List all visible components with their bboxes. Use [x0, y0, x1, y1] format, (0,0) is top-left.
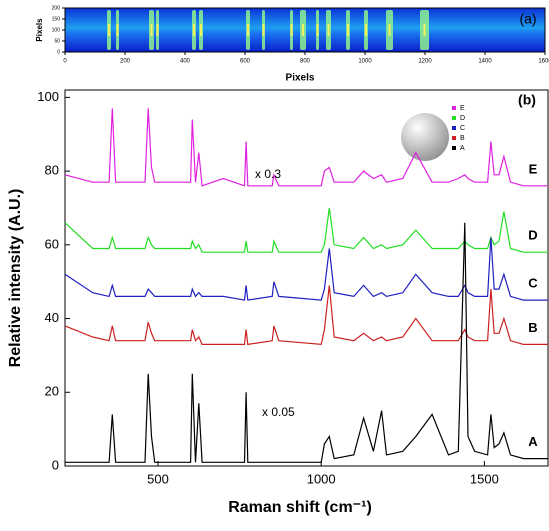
legend-label: B	[460, 135, 465, 142]
x-tick-label: 500	[147, 471, 169, 486]
legend-label: C	[460, 125, 465, 132]
x-tick-label: 800	[300, 59, 311, 65]
legend-swatch	[452, 126, 456, 130]
y-tick-label: 50	[54, 38, 60, 44]
image-band-core	[290, 24, 293, 36]
image-band-core	[423, 24, 426, 36]
legend-swatch	[452, 136, 456, 140]
x-tick-label: 1500	[470, 471, 499, 486]
legend-sphere	[401, 113, 449, 161]
x-tick-label: 600	[240, 59, 251, 65]
x-tick-label: 0	[63, 59, 67, 65]
legend-swatch	[452, 106, 456, 110]
x-tick-label: 1400	[478, 59, 492, 65]
curve-label: C	[528, 276, 538, 291]
x-tick-label: 1000	[358, 59, 372, 65]
legend-label: E	[460, 105, 465, 112]
curve-label: D	[528, 228, 537, 243]
image-band-core	[262, 24, 265, 36]
image-band-core	[156, 24, 159, 36]
y-tick-label: 20	[45, 384, 59, 399]
image-band-core	[150, 24, 153, 36]
spectral-image	[65, 8, 545, 52]
y-tick-label: 40	[45, 310, 59, 325]
y-tick-label: 0	[52, 457, 59, 472]
x-axis-label: Pixels	[286, 73, 315, 84]
image-band-core	[200, 24, 202, 36]
y-axis-label: Pixels	[35, 18, 44, 42]
y-tick-label: 0	[57, 49, 60, 55]
spectrum-line	[64, 108, 548, 187]
annotation: x 0.3	[255, 167, 281, 181]
spectrum-line	[65, 222, 548, 463]
x-tick-label: 1000	[307, 471, 336, 486]
annotation: x 0.05	[262, 405, 295, 419]
legend-label: A	[460, 145, 465, 152]
image-band-core	[302, 24, 304, 36]
image-band-core	[316, 24, 319, 36]
image-band-core	[247, 24, 249, 36]
x-tick-label: 200	[120, 59, 131, 65]
image-band-core	[327, 24, 330, 36]
y-tick-label: 100	[37, 89, 59, 104]
panel-label: (b)	[518, 92, 536, 108]
plot-frame	[64, 89, 549, 467]
x-axis-label: Raman shift (cm⁻¹)	[228, 499, 372, 516]
image-band-core	[116, 24, 119, 36]
spectrum-line	[64, 207, 548, 253]
curve-label: E	[529, 161, 538, 176]
legend-swatch	[452, 146, 456, 150]
legend-label: D	[460, 115, 465, 122]
x-tick-label: 400	[180, 59, 191, 65]
panel-label: (a)	[519, 11, 536, 27]
legend-swatch	[452, 116, 456, 120]
y-tick-label: 200	[52, 5, 61, 11]
y-axis-label: Relative intensity (A.U.)	[7, 189, 24, 368]
y-tick-label: 60	[45, 236, 59, 251]
y-tick-label: 150	[52, 16, 61, 22]
image-band-core	[365, 24, 367, 36]
image-band-core	[108, 24, 110, 36]
image-band-core	[347, 24, 349, 36]
image-band-core	[388, 24, 391, 36]
x-tick-label: 1200	[418, 59, 432, 65]
spectrum-line	[64, 237, 548, 301]
image-band-core	[193, 24, 195, 36]
curve-label: A	[528, 434, 538, 449]
y-tick-label: 100	[52, 27, 61, 33]
curve-label: B	[528, 320, 537, 335]
spectrum-line	[64, 285, 548, 346]
y-tick-label: 80	[45, 163, 59, 178]
